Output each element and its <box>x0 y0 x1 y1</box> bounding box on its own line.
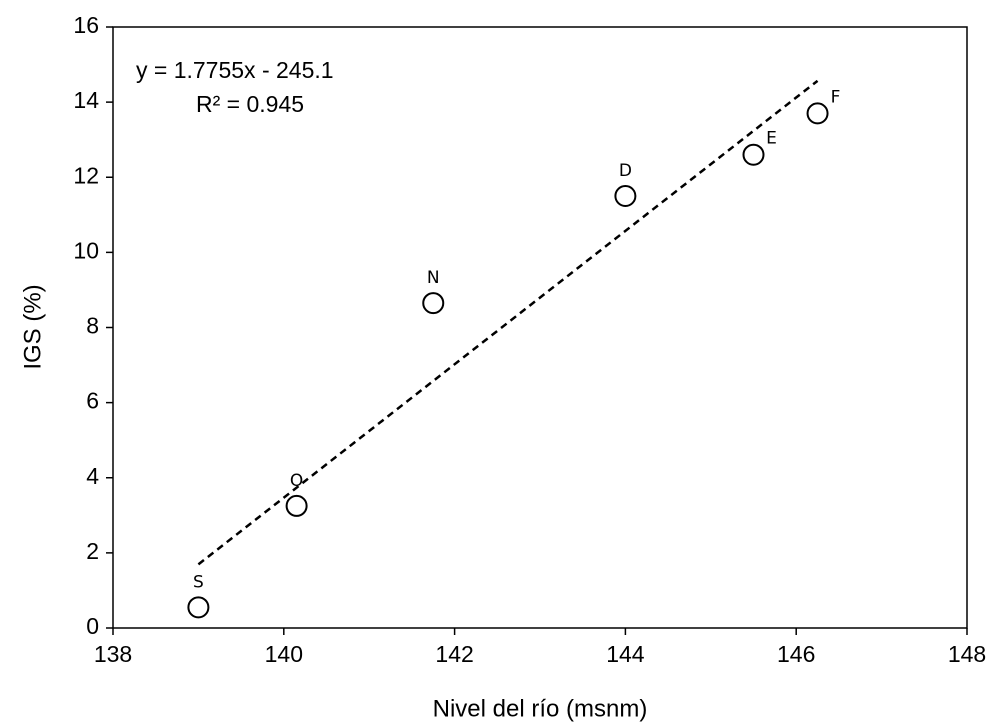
y-tick-label: 10 <box>73 237 99 263</box>
point-label: F <box>831 87 841 107</box>
y-tick-label: 2 <box>86 538 99 564</box>
x-tick-label: 138 <box>94 641 132 667</box>
data-point <box>187 596 210 619</box>
y-tick-label: 14 <box>73 87 99 113</box>
data-point <box>614 185 637 208</box>
y-tick-label: 0 <box>86 613 99 639</box>
point-label: E <box>766 129 777 149</box>
data-point <box>806 102 829 125</box>
point-label: D <box>619 161 632 181</box>
y-tick-label: 6 <box>86 388 99 414</box>
y-tick-label: 16 <box>73 12 99 38</box>
x-tick-label: 140 <box>265 641 303 667</box>
data-point <box>742 143 765 166</box>
trendline <box>197 79 819 566</box>
x-tick-label: 144 <box>606 641 645 667</box>
trendline-r2: R² = 0.945 <box>196 91 304 117</box>
x-axis-label: Nivel del río (msnm) <box>433 695 648 722</box>
y-tick-label: 8 <box>86 313 99 339</box>
y-axis-label: IGS (%) <box>19 284 46 369</box>
data-point <box>285 494 308 517</box>
data-point <box>422 292 445 315</box>
x-tick-label: 146 <box>777 641 815 667</box>
y-tick-label: 4 <box>86 463 99 489</box>
plot-frame <box>112 26 968 629</box>
x-tick-label: 148 <box>948 641 986 667</box>
point-label: N <box>427 268 440 288</box>
point-label: O <box>290 471 303 491</box>
point-label: S <box>193 572 204 592</box>
y-tick-label: 12 <box>73 162 99 188</box>
x-tick-label: 142 <box>435 641 473 667</box>
trendline-equation: y = 1.7755x - 245.1 <box>136 57 334 83</box>
